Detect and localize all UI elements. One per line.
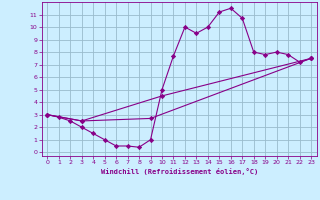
X-axis label: Windchill (Refroidissement éolien,°C): Windchill (Refroidissement éolien,°C) bbox=[100, 168, 258, 175]
